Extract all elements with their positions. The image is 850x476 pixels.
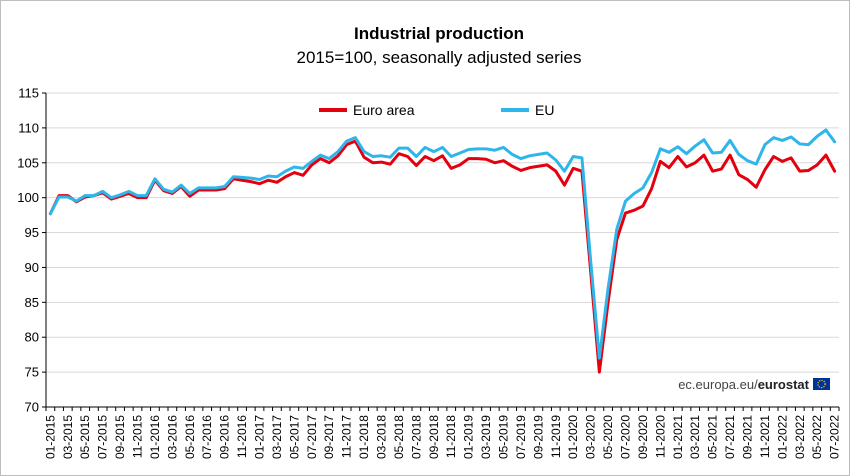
y-tick-label-75: 75 xyxy=(25,365,39,380)
y-tick-label-80: 80 xyxy=(25,330,39,345)
x-tick-label-05-2018: 05-2018 xyxy=(392,415,406,459)
x-tick-label-05-2020: 05-2020 xyxy=(601,415,615,459)
series-lines xyxy=(48,128,837,374)
x-tick-label-09-2018: 09-2018 xyxy=(427,415,441,459)
eu-flag-icon xyxy=(813,378,830,390)
x-tick-label-05-2022: 05-2022 xyxy=(810,415,824,459)
x-tick-label-07-2016: 07-2016 xyxy=(200,415,214,459)
x-tick-label-05-2015: 05-2015 xyxy=(78,415,92,459)
x-tick-label-03-2015: 03-2015 xyxy=(61,415,75,459)
chart-title: Industrial production xyxy=(354,24,524,43)
x-tick-label-11-2015: 11-2015 xyxy=(131,415,145,458)
y-tick-label-95: 95 xyxy=(25,225,39,240)
x-tick-label-09-2021: 09-2021 xyxy=(741,415,755,459)
x-tick-label-11-2018: 11-2018 xyxy=(444,415,458,458)
y-tick-label-85: 85 xyxy=(25,295,39,310)
x-tick-label-07-2017: 07-2017 xyxy=(305,415,319,459)
y-tick-label-105: 105 xyxy=(17,155,39,170)
x-axis: 01-2015 03-2015 05-2015 07-2015 09-2015 11-20… xyxy=(43,406,842,459)
credit-brand: eurostat xyxy=(758,377,810,392)
x-tick-label-01-2021: 01-2021 xyxy=(671,415,685,459)
x-tick-label-03-2016: 03-2016 xyxy=(165,415,179,459)
x-tick-label-01-2016: 01-2016 xyxy=(148,415,162,459)
x-tick-label-07-2018: 07-2018 xyxy=(409,415,423,459)
x-tick-label-01-2018: 01-2018 xyxy=(357,415,371,459)
x-tick-label-05-2021: 05-2021 xyxy=(706,415,720,459)
series-line-eu xyxy=(48,128,837,360)
y-tick-label-90: 90 xyxy=(25,260,39,275)
y-tick-label-100: 100 xyxy=(17,190,39,205)
x-tick-label-01-2019: 01-2019 xyxy=(462,415,476,459)
eurostat-credit: ec.europa.eu/eurostat xyxy=(678,377,830,392)
x-tick-label-11-2019: 11-2019 xyxy=(549,415,563,458)
x-tick-label-03-2022: 03-2022 xyxy=(793,415,807,459)
x-tick-label-07-2015: 07-2015 xyxy=(96,415,110,459)
x-tick-label-11-2020: 11-2020 xyxy=(653,415,667,458)
x-tick-label-07-2022: 07-2022 xyxy=(828,415,842,459)
x-tick-label-05-2016: 05-2016 xyxy=(183,415,197,459)
x-tick-label-05-2019: 05-2019 xyxy=(497,415,511,459)
legend-label-eu: EU xyxy=(535,102,554,118)
eu-flag-stars-icon xyxy=(817,379,826,389)
x-tick-label-09-2017: 09-2017 xyxy=(322,415,336,459)
gridlines xyxy=(46,92,839,373)
x-tick-label-09-2019: 09-2019 xyxy=(531,415,545,459)
x-tick-label-03-2017: 03-2017 xyxy=(270,415,284,459)
x-tick-label-09-2015: 09-2015 xyxy=(113,415,127,459)
x-tick-label-03-2020: 03-2020 xyxy=(584,415,598,459)
x-tick-label-03-2019: 03-2019 xyxy=(479,415,493,459)
y-axis: 70 75 80 85 90 95 100 105 110 115 xyxy=(17,86,47,415)
x-tick-label-09-2020: 09-2020 xyxy=(636,415,650,459)
x-tick-label-07-2021: 07-2021 xyxy=(723,415,737,459)
legend: Euro area EU xyxy=(319,102,554,118)
x-tick-label-01-2017: 01-2017 xyxy=(253,415,267,459)
credit-text: ec.europa.eu/eurostat xyxy=(678,377,809,392)
x-tick-label-01-2022: 01-2022 xyxy=(775,415,789,459)
x-tick-label-11-2021: 11-2021 xyxy=(758,415,772,458)
legend-label-euro-area: Euro area xyxy=(353,102,415,118)
x-tick-label-03-2021: 03-2021 xyxy=(688,415,702,459)
y-tick-label-110: 110 xyxy=(18,120,39,135)
x-tick-label-11-2017: 11-2017 xyxy=(340,415,354,458)
x-tick-label-11-2016: 11-2016 xyxy=(235,415,249,458)
x-tick-label-03-2018: 03-2018 xyxy=(375,415,389,459)
x-tick-label-07-2020: 07-2020 xyxy=(619,415,633,459)
x-tick-label-09-2016: 09-2016 xyxy=(218,415,232,459)
x-tick-label-01-2015: 01-2015 xyxy=(43,415,57,459)
y-tick-label-115: 115 xyxy=(18,86,39,101)
chart-subtitle: 2015=100, seasonally adjusted series xyxy=(297,48,582,67)
credit-prefix: ec.europa.eu/ xyxy=(678,377,758,392)
y-tick-label-70: 70 xyxy=(25,400,39,415)
x-tick-label-05-2017: 05-2017 xyxy=(287,415,301,459)
x-tick-label-01-2020: 01-2020 xyxy=(566,415,580,459)
x-tick-label-07-2019: 07-2019 xyxy=(514,415,528,459)
